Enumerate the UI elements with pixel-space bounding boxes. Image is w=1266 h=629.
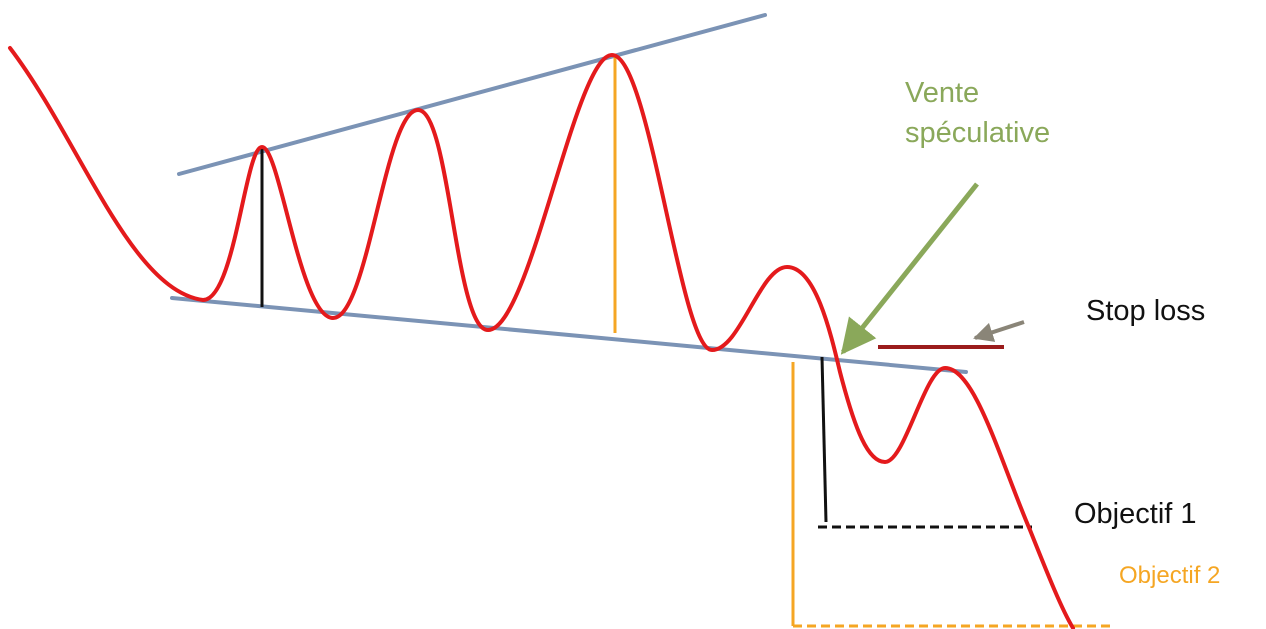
stop-loss-arrow: [973, 320, 1025, 342]
objective-1-label: Objectif 1: [1074, 498, 1197, 530]
objective-2-label: Objectif 2: [1119, 562, 1221, 589]
lower-trendline: [170, 296, 968, 374]
objective-1-projection-line: [820, 356, 828, 523]
price-curve: [8, 46, 1075, 629]
speculative-sale-label: Vente spéculative: [905, 73, 1095, 153]
speculative-sale-label-line1: Vente: [905, 77, 980, 109]
stop-loss-label: Stop loss: [1086, 295, 1206, 327]
speculative-sale-arrow: [840, 182, 979, 355]
speculative-sale-label-line2: spéculative: [905, 117, 1051, 149]
upper-trendline: [177, 13, 767, 176]
